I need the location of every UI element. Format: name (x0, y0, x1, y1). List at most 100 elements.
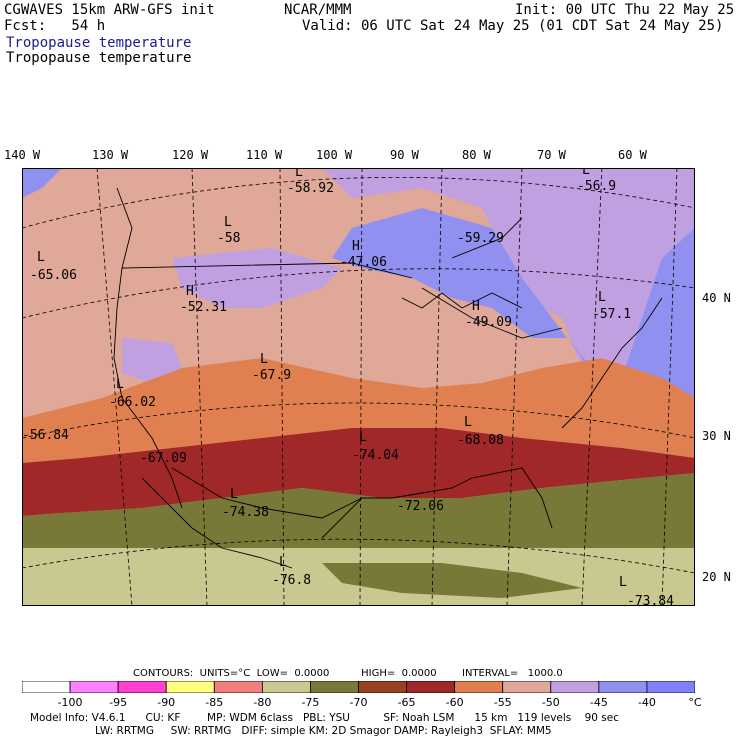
shade-lavender-sw (122, 338, 182, 383)
extreme-value: -67.09 (140, 451, 187, 466)
legend-swatch (358, 681, 407, 693)
extreme-value: -47.06 (340, 255, 387, 270)
lat-label-30n: 30 N (702, 429, 731, 443)
extreme-type: L (37, 250, 45, 265)
extreme-type: L (359, 430, 367, 445)
legend-tick-label: -45 (589, 696, 608, 709)
contours-units: UNITS=°C (199, 668, 251, 679)
extreme-type: H (472, 299, 480, 314)
lon-label-120w: 120 W (172, 148, 209, 162)
shade-65-60 (22, 428, 695, 516)
legend-tick-label: -90 (157, 696, 176, 709)
extreme-value: -74.04 (352, 448, 399, 463)
extreme-type: L (260, 352, 268, 367)
lon-label-70w: 70 W (537, 148, 566, 162)
lon-label-140w: 140 W (4, 148, 41, 162)
shade-70-65-south (322, 563, 582, 598)
extreme-value: -67.9 (252, 368, 291, 383)
legend-swatch (117, 681, 167, 693)
legend-tick-label: -80 (253, 696, 272, 709)
extreme-value: -73.84 (627, 594, 674, 606)
legend-swatch (22, 681, 71, 693)
extreme-type: L (464, 415, 472, 430)
lon-label-90w: 90 W (390, 148, 419, 162)
contours-info: CONTOURS: UNITS=°C LOW= 0.0000 HIGH= 0.0… (133, 668, 563, 679)
extreme-type: L (619, 575, 627, 590)
legend-tick-label: -65 (397, 696, 416, 709)
extreme-value: -56.84 (22, 428, 69, 443)
legend-swatch (646, 681, 695, 693)
legend-tick-label: -60 (445, 696, 464, 709)
color-legend (22, 681, 695, 693)
shade-lavender-ne (322, 168, 695, 498)
init-time: Init: 00 UTC Thu 22 May 25 (515, 2, 735, 18)
extreme-type: L (598, 290, 606, 305)
shade-60-55 (22, 358, 695, 463)
contours-high: HIGH= 0.0000 (361, 668, 437, 679)
extreme-value: -66.02 (109, 395, 156, 410)
model-title: CGWAVES 15km ARW-GFS init (4, 2, 215, 18)
extreme-value: -56.9 (577, 179, 616, 194)
extreme-value: -72.06 (397, 499, 444, 514)
legend-swatch (454, 681, 504, 693)
legend-swatch (598, 681, 648, 693)
legend-swatch (69, 681, 119, 693)
extreme-value: -58.92 (287, 181, 334, 196)
shade-70-65 (22, 473, 695, 548)
lat-label-20n: 20 N (702, 570, 731, 584)
lat-label-40n: 40 N (702, 291, 731, 305)
legend-swatch (165, 681, 215, 693)
extreme-value: -58 (217, 231, 240, 246)
valid-time: Valid: 06 UTC Sat 24 May 25 (01 CDT Sat … (302, 18, 724, 34)
extreme-value: -49.09 (465, 315, 512, 330)
extreme-type: L (116, 377, 124, 392)
field-title: Tropopause temperature (6, 50, 192, 66)
extreme-value: -65.06 (30, 268, 77, 283)
extreme-type: L (295, 168, 303, 180)
legend-swatch (502, 681, 552, 693)
contours-label: CONTOURS: (133, 668, 194, 679)
lon-label-100w: 100 W (316, 148, 353, 162)
extreme-type: H (186, 284, 194, 299)
map-border (22, 168, 695, 606)
legend-tick-label: -70 (349, 696, 368, 709)
legend-tick-label: -85 (205, 696, 224, 709)
legend-tick-label: -95 (109, 696, 128, 709)
legend-swatch (406, 681, 456, 693)
tropopause-temperature-map: L -58.92 L -56.9 L -58 -59.29 L -65.06 H… (22, 168, 695, 606)
contours-low: LOW= 0.0000 (256, 668, 330, 679)
extreme-value: -52.31 (180, 300, 227, 315)
legend-tick-label: -50 (541, 696, 560, 709)
legend-swatch (310, 681, 359, 693)
extreme-value: -76.8 (272, 573, 311, 588)
coastlines-borders (113, 187, 663, 569)
lon-label-60w: 60 W (618, 148, 647, 162)
field-title-blue: Tropopause temperature (6, 35, 192, 51)
lon-label-130w: 130 W (92, 148, 129, 162)
extreme-value: -57.1 (592, 307, 631, 322)
legend-tick-label: °C (688, 696, 702, 709)
model-info-line1: Model Info: V4.6.1 CU: KF MP: WDM 6class… (30, 712, 620, 724)
legend-swatch (261, 681, 311, 693)
legend-tick-label: -40 (637, 696, 656, 709)
organization: NCAR/MMM (284, 2, 352, 18)
model-info-line2: LW: RRTMG SW: RRTMG DIFF: simple KM: 2D … (95, 725, 552, 737)
shade-50-45-nw (22, 168, 62, 198)
extreme-type: L (230, 487, 238, 502)
legend-swatch (550, 681, 600, 693)
graticule (22, 168, 695, 606)
contours-interval: INTERVAL= 1000.0 (462, 668, 563, 679)
extreme-type: L (582, 168, 590, 178)
extreme-value: -59.29 (457, 231, 504, 246)
lon-label-110w: 110 W (246, 148, 283, 162)
lon-label-80w: 80 W (462, 148, 491, 162)
extreme-type: L (224, 215, 232, 230)
legend-swatch (213, 681, 263, 693)
legend-tick-label: -75 (301, 696, 320, 709)
extreme-value: -68.08 (457, 433, 504, 448)
legend-tick-label: -100 (57, 696, 83, 709)
extreme-type: L (279, 555, 287, 570)
extreme-value: -74.38 (222, 505, 269, 520)
legend-tick-label: -55 (493, 696, 512, 709)
forecast-hour: Fcst: 54 h (4, 18, 106, 34)
